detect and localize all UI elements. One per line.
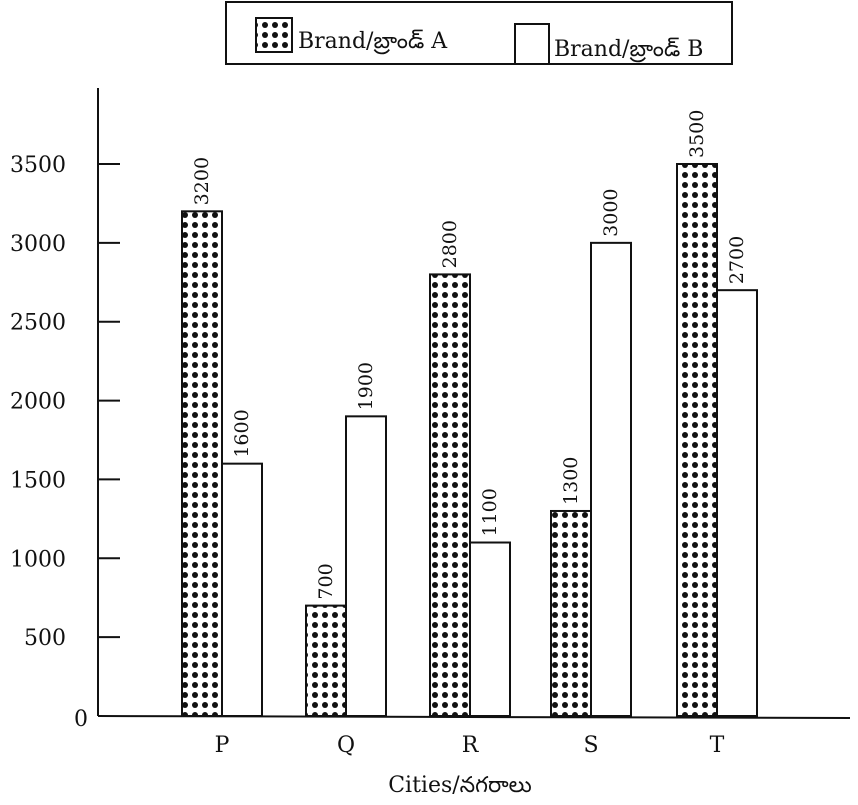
bar-r-brand-a bbox=[429, 273, 471, 717]
y-tick-label: 2500 bbox=[10, 311, 66, 336]
legend-label-brand-b: Brand/బ్రాండ్ B bbox=[554, 37, 703, 63]
bar-q-brand-b bbox=[345, 415, 387, 717]
y-tick-label: 500 bbox=[24, 626, 66, 651]
data-label: 1600 bbox=[231, 409, 253, 457]
data-label: 3200 bbox=[191, 157, 213, 205]
legend-box bbox=[225, 1, 733, 65]
y-tick-label: 1000 bbox=[10, 547, 66, 572]
data-label: 1100 bbox=[479, 488, 501, 536]
x-category-label: R bbox=[462, 733, 480, 758]
bar-s-brand-b bbox=[590, 241, 632, 717]
bar-p-brand-a bbox=[181, 210, 223, 717]
data-label: 2800 bbox=[439, 220, 461, 268]
y-tick-label: 0 bbox=[74, 707, 88, 732]
y-tick-label: 2000 bbox=[10, 390, 66, 415]
x-axis-title: Cities/నగరాలు bbox=[388, 773, 532, 798]
y-tick-label: 1500 bbox=[10, 468, 66, 493]
bar-q-brand-a bbox=[305, 604, 347, 717]
legend-swatch-brand-a bbox=[255, 17, 293, 53]
bar-s-brand-a bbox=[550, 509, 592, 717]
bar-t-brand-b bbox=[716, 289, 758, 717]
data-label: 2700 bbox=[726, 236, 748, 284]
y-tick-label: 3000 bbox=[10, 232, 66, 257]
data-label: 1900 bbox=[355, 362, 377, 410]
legend: Brand/బ్రాండ్ A Brand/బ్రాండ్ B bbox=[225, 1, 733, 65]
x-category-label: P bbox=[215, 733, 230, 758]
legend-swatch-brand-b bbox=[514, 23, 550, 65]
y-axis-ticks: 0 500 1000 1500 2000 2500 3000 3500 bbox=[10, 153, 120, 732]
legend-label-brand-a: Brand/బ్రాండ్ A bbox=[298, 29, 448, 55]
data-label: 1300 bbox=[560, 457, 582, 505]
data-label: 3500 bbox=[686, 110, 708, 158]
bar-t-brand-a bbox=[676, 163, 718, 717]
bar-r-brand-b bbox=[469, 541, 511, 717]
x-category-label: Q bbox=[337, 733, 355, 758]
bars: 3200 1600 700 1900 2800 1100 1300 3000 3500 2700 bbox=[181, 110, 758, 717]
x-category-label: S bbox=[583, 733, 598, 758]
y-tick-label: 3500 bbox=[10, 153, 66, 178]
x-category-label: T bbox=[710, 733, 725, 758]
data-label: 3000 bbox=[600, 188, 622, 236]
data-label: 700 bbox=[315, 563, 337, 599]
bar-p-brand-b bbox=[221, 462, 263, 717]
x-axis-labels: P Q R S T bbox=[215, 733, 725, 758]
